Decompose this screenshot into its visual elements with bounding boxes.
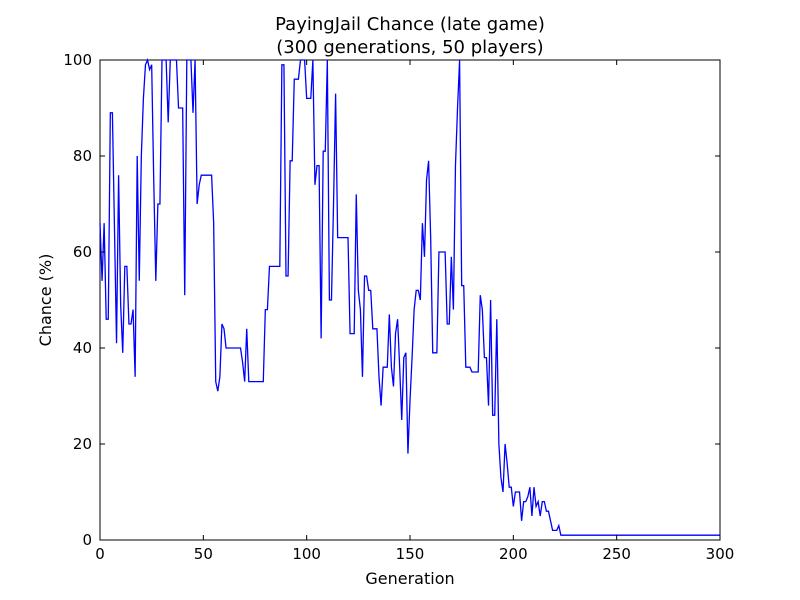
x-tick-label: 200: [499, 545, 528, 563]
x-tick-label: 50: [194, 545, 213, 563]
x-tick-label: 300: [706, 545, 735, 563]
y-tick-label: 60: [73, 243, 92, 261]
x-axis-label: Generation: [365, 569, 454, 588]
plot-frame: [99, 59, 721, 541]
plot-area: [99, 57, 721, 541]
y-axis-label: Chance (%): [36, 254, 55, 347]
y-tick-label: 100: [63, 51, 92, 69]
y-tick-label: 40: [73, 339, 92, 357]
x-axis-ticks: 0 50 100 150 200 250 300: [95, 60, 734, 563]
y-tick-label: 0: [82, 531, 92, 549]
x-tick-label: 0: [95, 545, 105, 563]
y-axis-ticks: 0 20 40 60 80 100: [63, 51, 720, 549]
y-tick-label: 80: [73, 147, 92, 165]
x-tick-label: 150: [396, 545, 425, 563]
x-tick-label: 100: [292, 545, 321, 563]
x-tick-label: 250: [602, 545, 631, 563]
chart-subtitle: (300 generations, 50 players): [276, 37, 543, 58]
y-tick-label: 20: [73, 435, 92, 453]
series-line: [99, 57, 720, 536]
chart-title: PayingJail Chance (late game): [275, 14, 545, 35]
